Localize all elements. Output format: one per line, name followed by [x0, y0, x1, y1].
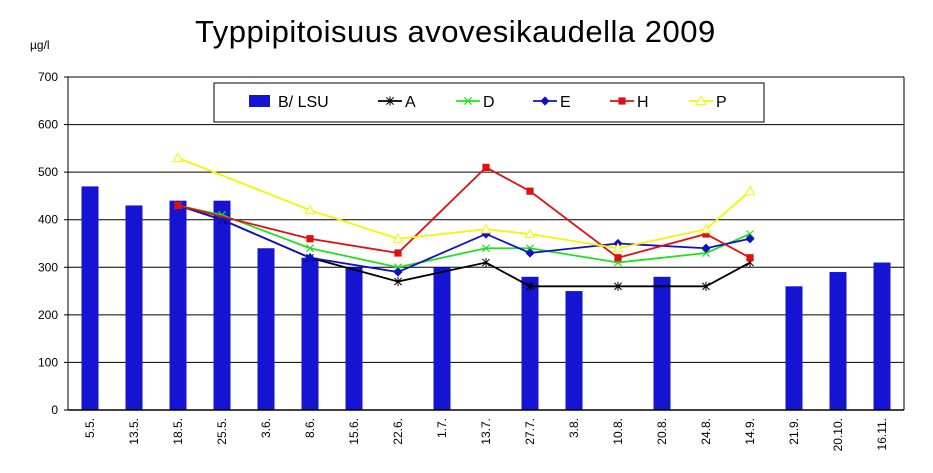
- y-tick-label: 700: [38, 70, 58, 84]
- marker: [702, 230, 710, 238]
- y-tick-label: 0: [51, 403, 58, 417]
- legend-item: B/ LSU: [249, 94, 329, 111]
- marker: [386, 96, 394, 106]
- legend-item: A: [378, 94, 416, 111]
- marker: [304, 204, 316, 215]
- marker: [525, 248, 535, 258]
- marker: [618, 97, 626, 105]
- series-line: [177, 157, 751, 250]
- legend-label: H: [637, 94, 649, 111]
- x-tick-label: 10.8.: [611, 418, 625, 445]
- bar: [433, 267, 451, 410]
- legend-label: A: [405, 94, 416, 111]
- marker: [744, 185, 756, 196]
- x-tick-label: 14.9.: [743, 418, 757, 445]
- marker: [525, 244, 535, 253]
- marker: [612, 242, 624, 253]
- x-tick-label: 8.6.: [303, 418, 317, 438]
- marker: [745, 234, 755, 244]
- bar: [257, 248, 275, 410]
- marker: [481, 244, 491, 253]
- x-tick-label: 22.6.: [391, 418, 405, 445]
- legend-label: D: [483, 94, 495, 111]
- chart-title: Typpipitoisuus avovesikaudella 2009: [195, 14, 716, 49]
- legend-item: H: [610, 94, 649, 111]
- x-tick-label: 25.5.: [215, 418, 229, 445]
- marker: [524, 228, 536, 239]
- series-h: [174, 163, 754, 262]
- bar: [213, 200, 231, 410]
- marker: [526, 281, 534, 291]
- marker: [174, 201, 182, 210]
- y-tick-label: 600: [38, 118, 58, 132]
- x-tick-label: 20.8.: [655, 418, 669, 445]
- x-tick-label: 18.5.: [171, 418, 185, 445]
- marker: [172, 152, 184, 162]
- marker: [394, 249, 402, 257]
- marker: [482, 257, 490, 268]
- bar: [653, 276, 671, 410]
- y-tick-label: 100: [38, 355, 58, 369]
- marker: [746, 254, 754, 262]
- x-tick-label: 13.7.: [479, 418, 493, 445]
- marker: [701, 248, 711, 258]
- marker: [526, 187, 534, 195]
- bar: [829, 272, 847, 410]
- x-tick-label: 15.6.: [347, 418, 361, 445]
- y-tick-label: 400: [38, 213, 58, 227]
- y-tick-label: 500: [38, 165, 58, 179]
- marker: [305, 253, 315, 263]
- marker: [702, 281, 710, 291]
- marker: [480, 223, 492, 234]
- x-tick-label: 3.6.: [259, 418, 273, 438]
- legend-label: E: [560, 94, 571, 111]
- bar: [301, 257, 319, 410]
- series-line: [177, 166, 751, 259]
- x-tick-label: 1.7.: [435, 418, 449, 438]
- x-tick-label: 21.9.: [787, 418, 801, 445]
- bar: [169, 200, 187, 410]
- y-tick-label: 200: [38, 308, 58, 322]
- bar: [565, 291, 583, 410]
- y-tick-label: 300: [38, 260, 58, 274]
- bar: [81, 186, 99, 410]
- x-tick-label: 3.8.: [567, 418, 581, 438]
- marker: [745, 229, 755, 239]
- y-unit-label: µg/l: [30, 38, 50, 52]
- marker: [614, 254, 622, 262]
- bar: [521, 276, 539, 410]
- legend-label: P: [716, 94, 727, 111]
- x-tick-label: 24.8.: [699, 418, 713, 445]
- marker: [700, 223, 712, 234]
- x-tick-label: 27.7.: [523, 418, 537, 445]
- marker: [305, 244, 315, 253]
- x-tick-label: 20.10.: [831, 418, 845, 451]
- legend-item: D: [456, 94, 495, 111]
- legend-item: P: [689, 94, 727, 111]
- marker: [393, 267, 403, 277]
- marker: [394, 276, 402, 287]
- legend-item: E: [533, 94, 571, 111]
- marker: [463, 96, 473, 106]
- bar: [345, 267, 363, 410]
- marker: [540, 96, 550, 106]
- x-tick-label: 16.11.: [875, 418, 889, 450]
- bar: [873, 262, 891, 410]
- marker: [695, 95, 707, 106]
- marker: [614, 281, 622, 291]
- bar: [785, 286, 803, 410]
- series-p: [172, 152, 756, 253]
- marker: [482, 163, 490, 171]
- legend-swatch: [249, 95, 270, 107]
- legend-label: B/ LSU: [278, 94, 329, 111]
- marker: [393, 263, 403, 272]
- marker: [701, 243, 711, 253]
- marker: [392, 233, 404, 243]
- marker: [306, 235, 314, 243]
- bar: [125, 205, 143, 410]
- x-tick-label: 5.5.: [83, 418, 97, 438]
- x-tick-label: 13.5.: [127, 418, 141, 445]
- legend-box: [213, 82, 765, 123]
